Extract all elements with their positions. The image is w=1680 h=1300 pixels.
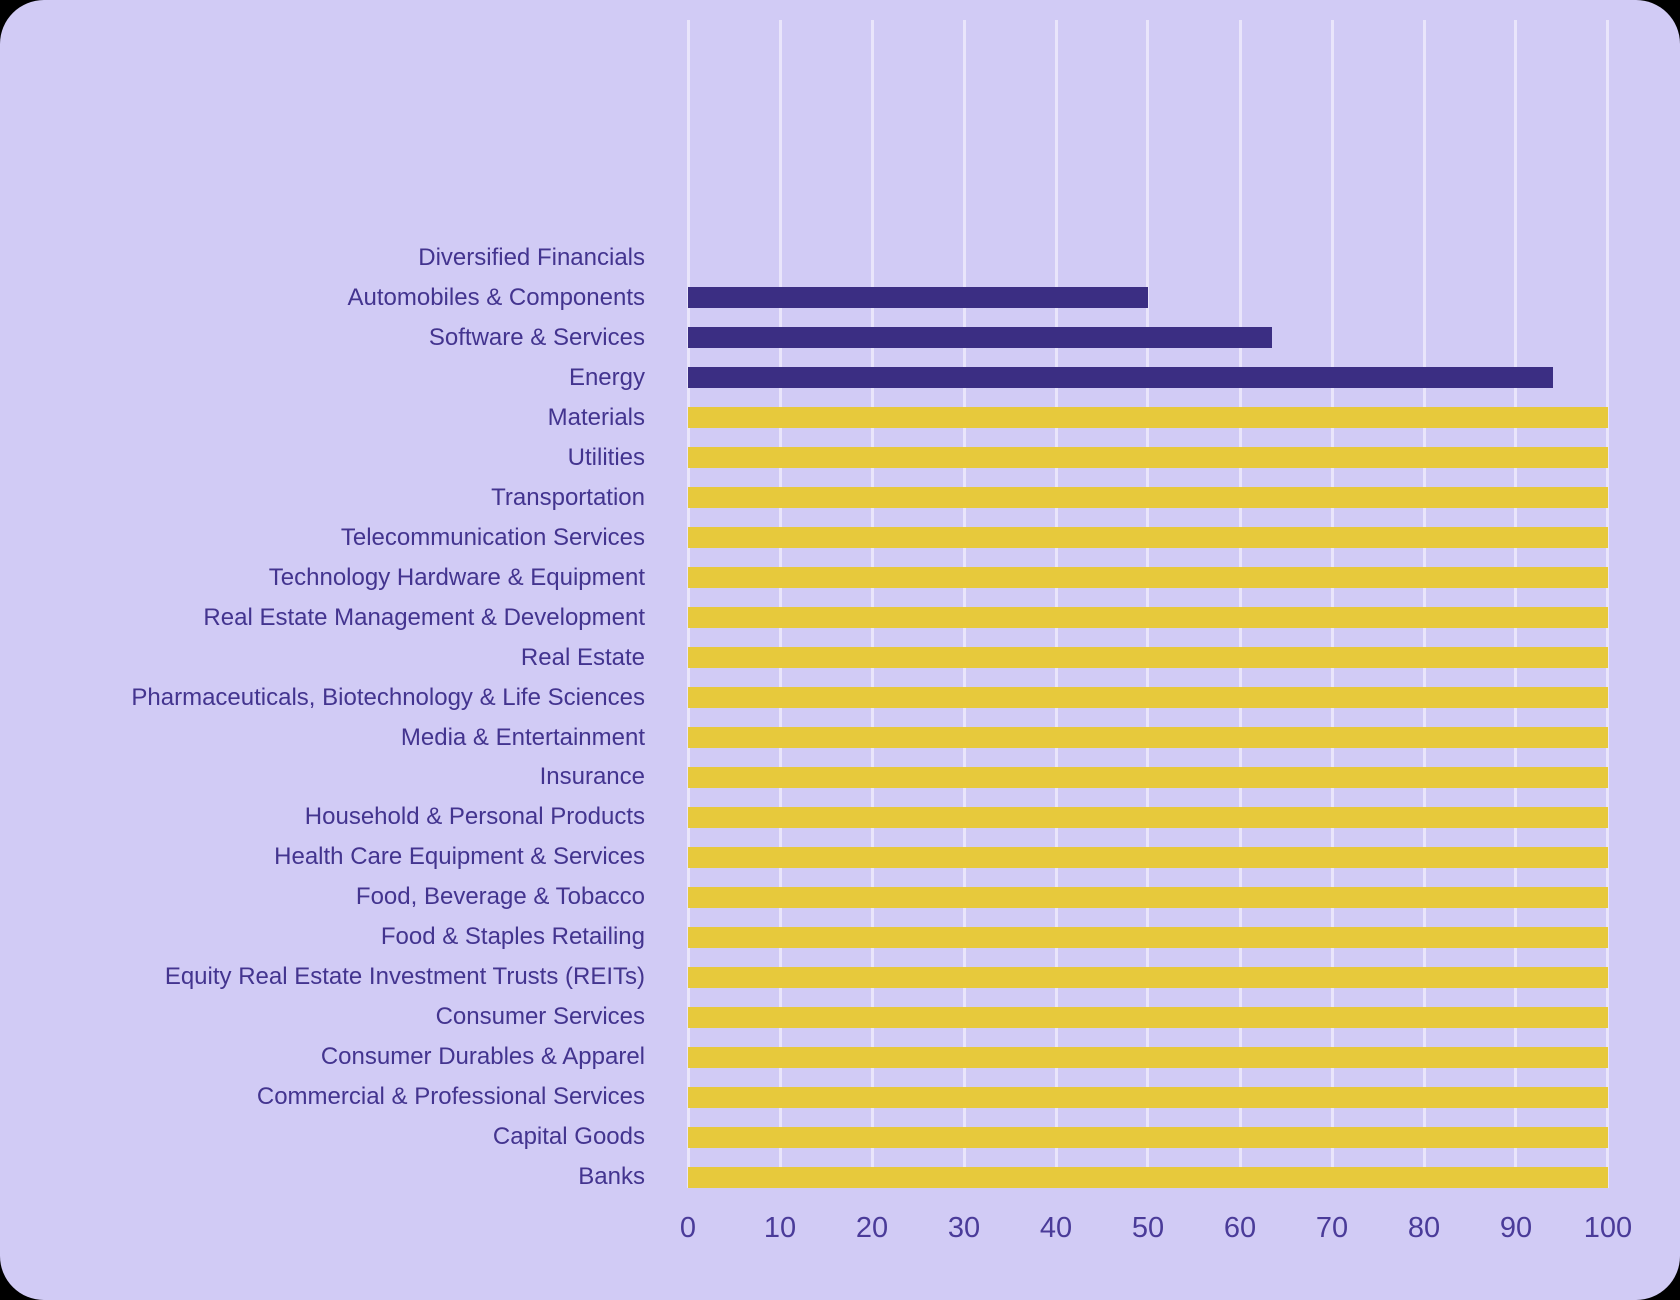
gridline [1239,20,1242,1188]
x-tick-label: 70 [1315,1212,1349,1244]
bar [688,1167,1608,1188]
category-label: Technology Hardware & Equipment [268,564,645,591]
category-label: Media & Entertainment [400,724,645,751]
bar [688,407,1608,428]
bar [688,567,1608,588]
category-label: Energy [568,364,645,391]
bar [688,687,1608,708]
category-label: Automobiles & Components [347,284,646,311]
bar [688,287,1148,308]
category-label: Food, Beverage & Tobacco [355,883,645,910]
x-tick-label: 50 [1131,1212,1165,1244]
x-tick-label: 60 [1223,1212,1257,1244]
gridline [1331,20,1334,1188]
x-tick-label: 20 [855,1212,889,1244]
gridline [687,20,690,1188]
bar [688,647,1608,668]
plot-area [687,20,1609,1188]
bar [688,727,1608,748]
category-label: Food & Staples Retailing [380,923,645,950]
bar [688,847,1608,868]
x-tick-label: 30 [947,1212,981,1244]
category-label: Real Estate [520,644,645,671]
category-label: Consumer Durables & Apparel [320,1043,645,1070]
bar [688,527,1608,548]
category-label: Household & Personal Products [304,803,645,830]
bar [688,1007,1608,1028]
gridline [1423,20,1426,1188]
bar [688,807,1608,828]
x-tick-label: 0 [679,1212,697,1244]
bar [688,327,1272,348]
category-label: Diversified Financials [418,244,645,271]
bar [688,767,1608,788]
x-tick-label: 10 [763,1212,797,1244]
x-tick-label: 90 [1499,1212,1533,1244]
category-label: Banks [578,1163,645,1190]
gridline [1055,20,1058,1188]
bar [688,967,1608,988]
bar [688,367,1553,388]
gridline [1606,20,1609,1188]
x-tick-label: 80 [1407,1212,1441,1244]
category-label: Materials [547,404,645,431]
gridline [871,20,874,1188]
bar [688,487,1608,508]
x-tick-label: 40 [1039,1212,1073,1244]
category-label: Transportation [491,484,645,511]
category-label: Pharmaceuticals, Biotechnology & Life Sc… [131,684,645,711]
category-label: Real Estate Management & Development [203,604,645,631]
bar [688,607,1608,628]
category-label: Equity Real Estate Investment Trusts (RE… [164,963,645,990]
x-tick-label: 100 [1583,1212,1633,1244]
category-label: Utilities [567,444,645,471]
bar [688,927,1608,948]
gridline [1514,20,1517,1188]
bar [688,447,1608,468]
category-label: Consumer Services [435,1003,645,1030]
category-label: Capital Goods [492,1123,645,1150]
gridline [779,20,782,1188]
gridline [963,20,966,1188]
bar [688,1127,1608,1148]
category-label: Telecommunication Services [340,524,645,551]
gridline [1146,20,1149,1188]
bar [688,1087,1608,1108]
bar [688,887,1608,908]
category-label: Commercial & Professional Services [256,1083,645,1110]
category-label: Insurance [539,763,645,790]
category-label: Software & Services [428,324,645,351]
bar [688,1047,1608,1068]
category-label: Health Care Equipment & Services [274,843,645,870]
